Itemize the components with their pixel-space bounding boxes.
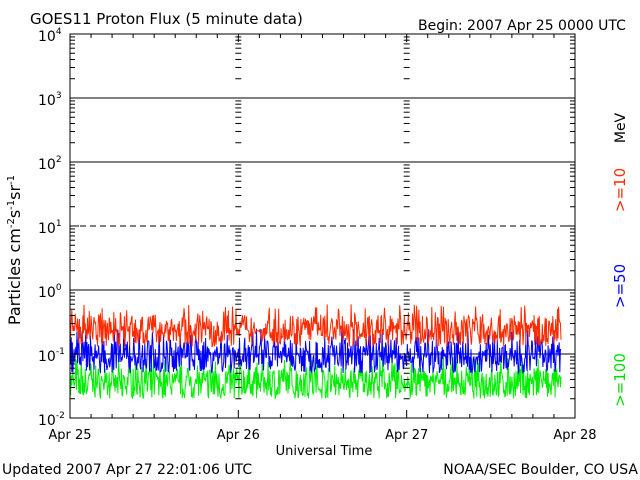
y-tick-label: 101 [38,219,62,237]
y-tick-labels: 10-2 10-1 100 101 102 103 104 [38,27,65,429]
x-tick-label: Apr 25 [48,428,91,443]
y-axis-label-exp2: -1 [6,200,17,210]
y-axis-label-base: Particles cm [5,228,24,325]
axis-ticks [69,33,576,419]
y-axis-label-s: s [5,210,24,218]
credit-line: NOAA/SEC Boulder, CO USA [443,462,638,478]
y-tick-label: 102 [38,155,62,173]
updated-time: Updated 2007 Apr 27 22:01:06 UTC [2,462,252,478]
y-axis-label-exp3: -1 [6,175,17,185]
y-tick-label: 10-1 [38,347,65,365]
x-tick-label: Apr 28 [553,428,596,443]
begin-time: Begin: 2007 Apr 25 0000 UTC [418,18,626,34]
y-axis-label-exp1: -2 [6,218,17,228]
legend-ge10: >=10 [611,168,629,212]
y-tick-label: 100 [38,283,62,301]
series-line-ge100 [69,356,562,400]
chart-title: GOES11 Proton Flux (5 minute data) [30,10,303,28]
y-tick-label: 103 [38,91,62,109]
x-tick-label: Apr 27 [385,428,428,443]
x-tick-label: Apr 26 [217,428,260,443]
x-tick-labels: Apr 25 Apr 26 Apr 27 Apr 28 [48,428,596,443]
series-line-ge10 [69,304,562,348]
series-layer [69,304,562,400]
x-axis-label: Universal Time [276,444,373,459]
series-line-ge50 [69,328,562,376]
legend-ge100: >=100 [611,353,629,407]
y-tick-label: 104 [38,27,62,45]
legend-unit: MeV [613,112,629,143]
y-axis-label-sr: sr [5,185,24,200]
legend-ge50: >=50 [611,264,629,308]
y-axis-label: Particles cm-2s-1sr-1 [5,175,24,325]
y-tick-label: 10-2 [38,411,65,429]
